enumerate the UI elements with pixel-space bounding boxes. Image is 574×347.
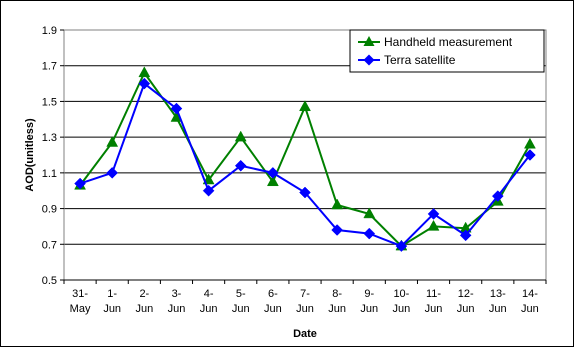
y-tick-label: 0.9: [42, 204, 57, 216]
data-point: [427, 208, 440, 220]
y-tick-label: 0.5: [42, 275, 57, 287]
data-point: [331, 198, 344, 210]
series-layer: [74, 66, 536, 252]
x-tick-label: Jun: [232, 303, 250, 315]
legend-box: [349, 29, 545, 73]
data-point: [234, 159, 247, 172]
data-point: [138, 66, 151, 78]
y-tick-label: 1.7: [42, 61, 57, 73]
x-tick-label: Jun: [168, 303, 186, 315]
x-tick-label: Jun: [360, 303, 378, 315]
data-point: [138, 77, 151, 90]
x-tick-label: 13-: [490, 288, 506, 300]
data-point: [267, 167, 279, 179]
data-point: [299, 100, 311, 112]
x-tick-label: Jun: [489, 303, 507, 315]
y-axis-title: AOD(unitless): [24, 118, 36, 192]
data-point: [106, 167, 119, 179]
series-line: [79, 70, 531, 248]
data-point: [524, 149, 536, 161]
data-point: [459, 229, 472, 242]
series-terra: [74, 77, 536, 252]
data-point: [491, 190, 504, 202]
data-point: [202, 184, 215, 197]
data-point: [234, 130, 247, 142]
data-point: [427, 219, 440, 231]
legend-item-terra: Terra satellite: [358, 53, 456, 67]
x-tick-label: Jun: [328, 303, 346, 315]
x-axis-title: Date: [293, 328, 317, 340]
x-tick-label: Jun: [200, 303, 218, 315]
x-tick-label: Jun: [457, 303, 475, 315]
legend-marker-diamond-icon: [363, 54, 375, 66]
x-tick-label: 2-: [139, 288, 149, 300]
data-point: [74, 177, 86, 190]
x-tick-label: 3-: [172, 288, 182, 300]
y-tick-labels: 0.5 0.7 0.9 1.1 1.3 1.5 1.7 1.9: [42, 25, 64, 287]
data-point: [266, 175, 279, 187]
x-tick-label: May: [70, 303, 91, 315]
x-tick-label: Jun: [296, 303, 314, 315]
y-tick-label: 1.9: [42, 25, 57, 37]
x-tick-label: 14-: [522, 288, 538, 300]
x-tick-label: Jun: [103, 303, 121, 315]
data-point: [363, 207, 376, 219]
y-tick-label: 1.5: [42, 96, 57, 108]
y-tick-label: 1.3: [42, 132, 57, 144]
x-tick-label: Jun: [393, 303, 411, 315]
x-tick-label: Jun: [135, 303, 153, 315]
legend-marker-triangle-icon: [363, 36, 375, 46]
x-tick-label: 7-: [300, 288, 310, 300]
data-point: [524, 137, 536, 149]
x-tick-label: 5-: [236, 288, 246, 300]
data-point: [363, 227, 376, 240]
x-tick-label: 4-: [204, 288, 214, 300]
x-tick-label: 10-: [393, 288, 409, 300]
legend: Handheld measurement Terra satellite: [349, 29, 545, 73]
x-tick-label: 8-: [332, 288, 342, 300]
x-tick-label: 6-: [268, 288, 278, 300]
x-tick-labels: 31- May 1- Jun 2- Jun 3- Jun 4- Jun 5- Jun 6- Jun 7- Ju…: [63, 279, 547, 315]
x-tick-label: Jun: [264, 303, 282, 315]
x-tick-label: 31-: [72, 288, 88, 300]
legend-label-terra: Terra satellite: [384, 53, 456, 67]
y-tick-label: 1.1: [42, 168, 57, 180]
x-tick-label: 11-: [426, 288, 441, 300]
legend-item-handheld: Handheld measurement: [358, 35, 513, 49]
x-tick-label: 1-: [107, 288, 117, 300]
x-tick-label: 9-: [364, 288, 374, 300]
data-point: [106, 135, 119, 147]
x-tick-label: Jun: [521, 303, 539, 315]
y-tick-label: 0.7: [42, 239, 57, 251]
data-point: [331, 224, 343, 236]
data-point: [299, 186, 311, 199]
data-point: [170, 102, 183, 115]
x-tick-label: Jun: [425, 303, 443, 315]
x-tick-label: 12-: [458, 288, 474, 300]
data-point: [395, 240, 408, 252]
series-handheld: [74, 66, 536, 251]
legend-label-handheld: Handheld measurement: [384, 35, 513, 49]
